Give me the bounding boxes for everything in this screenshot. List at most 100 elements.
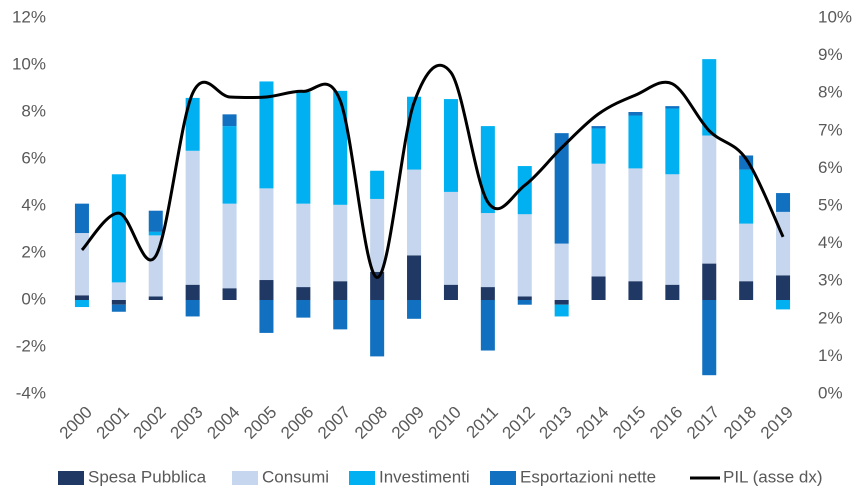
bar — [554, 304, 569, 317]
x-tick-label: 2016 — [646, 403, 686, 443]
legend-swatch — [490, 471, 516, 485]
bar — [259, 81, 274, 189]
y2-tick-label: 8% — [818, 83, 843, 102]
y2-tick-label: 4% — [818, 233, 843, 252]
bar — [74, 295, 89, 300]
y2-tick-label: 10% — [818, 7, 852, 26]
legend-label: Consumi — [262, 467, 329, 486]
bar — [407, 300, 422, 319]
bar — [333, 90, 348, 205]
bar — [111, 174, 126, 283]
bar — [702, 300, 717, 376]
bar — [480, 287, 495, 300]
bar — [111, 300, 126, 305]
y2-tick-label: 3% — [818, 271, 843, 290]
y-tick-label: 12% — [12, 7, 46, 26]
bar — [517, 166, 532, 215]
y-tick-label: 6% — [21, 148, 46, 167]
x-tick-label: 2000 — [56, 403, 96, 443]
bar — [739, 223, 754, 282]
x-tick-label: 2019 — [757, 403, 797, 443]
bar — [739, 169, 754, 224]
x-tick-label: 2008 — [351, 403, 391, 443]
legend-label: Esportazioni nette — [520, 467, 656, 486]
bar — [74, 233, 89, 296]
bar — [480, 213, 495, 288]
bar — [665, 106, 680, 109]
x-tick-label: 2005 — [240, 403, 280, 443]
bar — [111, 282, 126, 300]
bar — [702, 59, 717, 136]
y2-tick-label: 7% — [818, 120, 843, 139]
y-tick-label: 8% — [21, 101, 46, 120]
bar — [370, 198, 385, 272]
bar — [370, 300, 385, 357]
bar — [111, 304, 126, 312]
bar — [185, 97, 200, 151]
bar — [185, 150, 200, 285]
bar — [333, 300, 348, 330]
bar — [296, 203, 311, 288]
x-tick-label: 2001 — [93, 403, 133, 443]
x-tick-label: 2010 — [425, 403, 465, 443]
bar — [222, 203, 237, 289]
y2-tick-label: 5% — [818, 195, 843, 214]
bar — [148, 210, 163, 232]
legend-swatch — [349, 471, 375, 485]
x-tick-label: 2012 — [499, 403, 539, 443]
y-tick-label: 0% — [21, 289, 46, 308]
x-tick-label: 2018 — [720, 403, 760, 443]
bar — [370, 170, 385, 199]
x-tick-label: 2015 — [609, 403, 649, 443]
bar — [148, 231, 163, 236]
bar — [591, 276, 606, 300]
bar — [739, 281, 754, 300]
bar — [185, 284, 200, 300]
y2-tick-label: 9% — [818, 45, 843, 64]
legend-swatch — [232, 471, 258, 485]
bar — [333, 281, 348, 300]
bar — [702, 135, 717, 264]
x-tick-label: 2007 — [314, 403, 354, 443]
bar — [517, 214, 532, 297]
bar — [296, 287, 311, 300]
bar — [591, 126, 606, 129]
bar — [259, 280, 274, 300]
y2-tick-label: 6% — [818, 158, 843, 177]
x-tick-label: 2009 — [388, 403, 428, 443]
legend-swatch — [58, 471, 84, 485]
y-tick-label: 10% — [12, 54, 46, 73]
bar — [333, 204, 348, 282]
bar — [259, 188, 274, 281]
bar — [517, 300, 532, 305]
bar — [370, 271, 385, 300]
x-tick-label: 2013 — [535, 403, 575, 443]
bar — [628, 281, 643, 300]
bar — [443, 191, 458, 285]
bar — [222, 114, 237, 127]
bar — [776, 300, 791, 310]
bar — [222, 288, 237, 300]
x-tick-label: 2003 — [166, 403, 206, 443]
y-tick-label: 2% — [21, 242, 46, 261]
bar — [443, 99, 458, 192]
x-tick-label: 2002 — [130, 403, 170, 443]
bar — [776, 193, 791, 212]
bar — [554, 133, 569, 244]
bar — [185, 300, 200, 317]
y-tick-label: -4% — [16, 383, 46, 402]
bar — [554, 300, 569, 305]
y2-tick-label: 1% — [818, 346, 843, 365]
bar — [296, 92, 311, 204]
y2-tick-label: 2% — [818, 308, 843, 327]
bar — [591, 163, 606, 277]
bar — [148, 296, 163, 300]
bar — [702, 263, 717, 300]
x-tick-label: 2014 — [572, 403, 612, 443]
bar — [407, 169, 422, 256]
legend-label: Spesa Pubblica — [88, 467, 207, 486]
legend-label: Investimenti — [379, 467, 470, 486]
y-tick-label: 4% — [21, 195, 46, 214]
bar — [74, 300, 89, 308]
